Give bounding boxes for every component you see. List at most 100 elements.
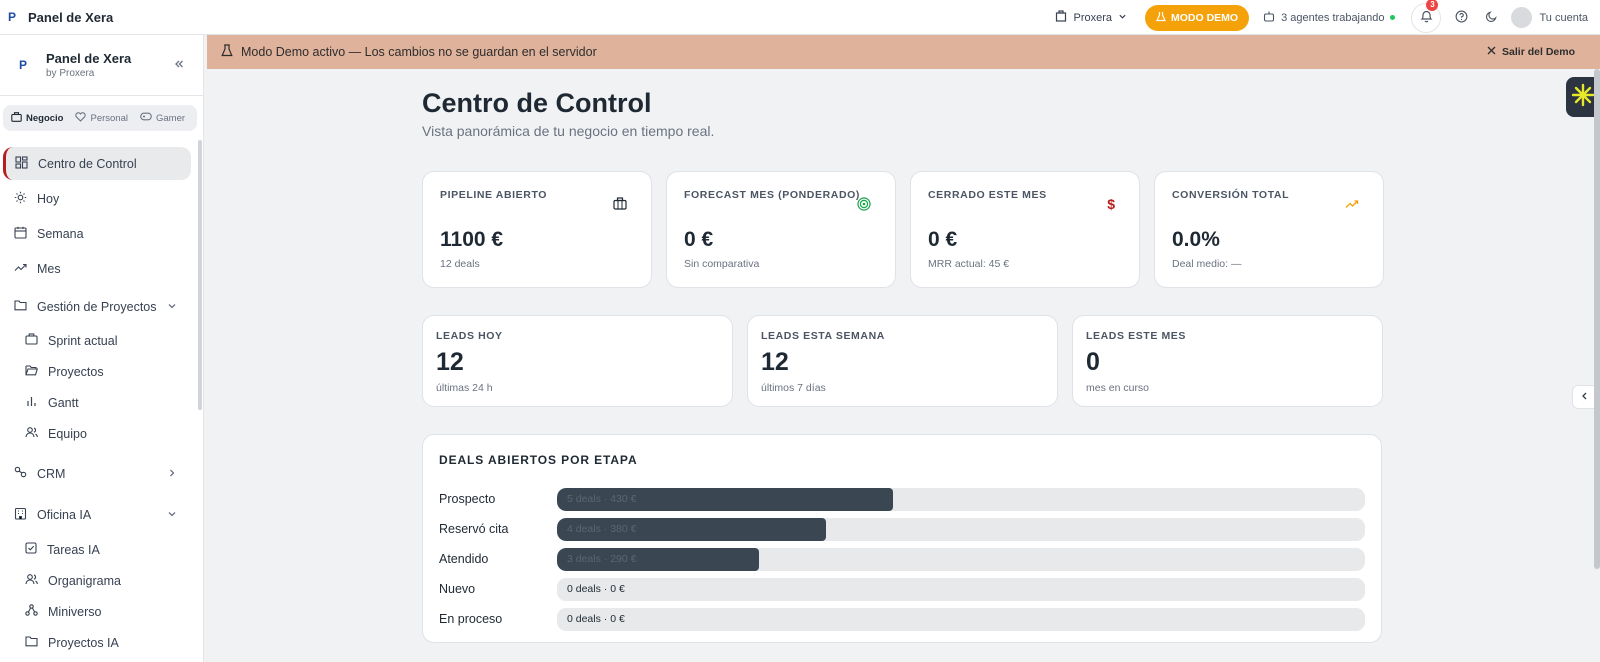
mode-tab-label: Gamer xyxy=(155,112,186,124)
top-bar: P Panel de Xera Proxera MODO DEMO 3 agen… xyxy=(0,0,1600,35)
exit-demo-button[interactable]: Salir del Demo xyxy=(1487,46,1575,58)
theme-toggle[interactable] xyxy=(1481,8,1501,28)
app-brand[interactable]: P Panel de Xera xyxy=(0,10,113,25)
sidebar-item-label: Proyectos xyxy=(48,364,104,379)
sidebar-item-label: Oficina IA xyxy=(37,507,92,522)
chevron-right-icon xyxy=(167,467,177,481)
sidebar-item-proyectos[interactable]: Proyectos xyxy=(0,356,203,387)
deals-panel-title: DEALS ABIERTOS POR ETAPA xyxy=(439,453,638,467)
sidebar-item-miniverso[interactable]: Miniverso xyxy=(0,596,203,627)
kpi-card-conversion: CONVERSIÓN TOTAL 0.0% Deal medio: — xyxy=(1154,171,1384,288)
sidebar-item-mes[interactable]: Mes xyxy=(0,252,203,285)
sidebar-item-proyectos-ia[interactable]: Proyectos IA xyxy=(0,627,203,658)
help-icon xyxy=(1455,10,1468,26)
folder-icon xyxy=(25,635,38,650)
moon-icon xyxy=(1485,10,1498,26)
sidebar-item-label: Tareas IA xyxy=(47,542,100,557)
chevron-left-icon xyxy=(1580,388,1589,406)
sidebar-item-label: Mes xyxy=(37,261,61,276)
sidebar-item-gantt[interactable]: Gantt xyxy=(0,387,203,418)
stage-bar-label: 0 deals · 0 € xyxy=(567,612,625,625)
mode-tab-gamer[interactable]: Gamer xyxy=(135,108,190,128)
lead-value: 0 xyxy=(1086,348,1100,376)
demo-mode-label: MODO DEMO xyxy=(1171,11,1239,24)
stage-bar-label: 0 deals · 0 € xyxy=(567,582,625,595)
sun-icon xyxy=(14,191,27,207)
flask-icon xyxy=(1156,11,1166,25)
lead-value: 12 xyxy=(436,348,464,376)
briefcase-icon xyxy=(25,333,38,348)
lead-cards: LEADS HOY 12 últimas 24 h LEADS ESTA SEM… xyxy=(422,315,1383,407)
sidebar-group-oficina-ia[interactable]: Oficina IA xyxy=(0,498,203,531)
sidebar-item-centro-de-control[interactable]: Centro de Control xyxy=(3,147,191,180)
org-selector[interactable]: Proxera xyxy=(1055,10,1127,25)
notifications-button[interactable]: 3 xyxy=(1411,0,1442,33)
sidebar-item-equipo[interactable]: Equipo xyxy=(0,418,203,449)
app-logo-icon: P xyxy=(8,10,17,24)
deals-by-stage-panel: DEALS ABIERTOS POR ETAPA Prospecto 5 dea… xyxy=(422,434,1382,643)
users-icon xyxy=(25,426,38,441)
building-icon xyxy=(14,507,27,523)
stage-bar-label: 3 deals · 290 € xyxy=(567,552,637,565)
trending-up-icon xyxy=(14,261,27,277)
stage-bar: 0 deals · 0 € xyxy=(557,607,1365,631)
kpi-label: CERRADO ESTE MES xyxy=(928,189,1047,201)
kpi-value: 1100 € xyxy=(440,228,504,251)
stage-bar: 5 deals · 430 € xyxy=(557,487,1365,511)
checkbox-icon xyxy=(25,542,37,557)
stage-list: Prospecto 5 deals · 430 € Reservó cita 4… xyxy=(439,484,1365,634)
sidebar-group-crm[interactable]: CRM xyxy=(0,457,203,490)
stage-row: Reservó cita 4 deals · 380 € xyxy=(439,514,1365,544)
kpi-card-cerrado: CERRADO ESTE MES $ 0 € MRR actual: 45 € xyxy=(910,171,1140,288)
main-content: Centro de Control Vista panorámica de tu… xyxy=(422,69,1384,643)
mode-tab-personal[interactable]: Personal xyxy=(70,108,133,129)
stage-row: En proceso 0 deals · 0 € xyxy=(439,604,1365,634)
kpi-sub: MRR actual: 45 € xyxy=(928,258,1010,270)
sidebar-item-label: Sprint actual xyxy=(48,333,118,348)
sidebar-title: Panel de Xera xyxy=(46,51,132,66)
demo-mode-button[interactable]: MODO DEMO xyxy=(1145,4,1250,31)
chevron-down-icon xyxy=(167,508,177,522)
agents-status-text: 3 agentes trabajando xyxy=(1281,11,1385,24)
account-label: Tu cuenta xyxy=(1539,11,1588,24)
help-button[interactable] xyxy=(1451,8,1471,28)
sidebar-item-label: Hoy xyxy=(37,191,60,206)
kpi-value: 0 € xyxy=(928,228,958,251)
sidebar-item-hoy[interactable]: Hoy xyxy=(0,182,203,215)
close-icon xyxy=(1487,46,1496,58)
lead-sub: últimos 7 días xyxy=(761,382,826,394)
sidebar-nav: Centro de Control Hoy Semana Mes Gestión… xyxy=(0,147,203,658)
mode-tab-negocio[interactable]: Negocio xyxy=(6,108,68,129)
kpi-sub: Sin comparativa xyxy=(684,258,760,270)
sidebar-item-tareas-ia[interactable]: Tareas IA xyxy=(0,534,203,565)
exit-demo-label: Salir del Demo xyxy=(1502,46,1575,58)
main-scrollbar[interactable] xyxy=(1594,69,1600,569)
kpi-label: FORECAST MES (PONDERADO) xyxy=(684,189,860,201)
kpi-sub: 12 deals xyxy=(440,258,480,270)
dollar-icon: $ xyxy=(1107,196,1115,212)
lead-card-hoy: LEADS HOY 12 últimas 24 h xyxy=(422,315,733,407)
lead-label: LEADS ESTE MES xyxy=(1086,330,1186,342)
lead-value: 12 xyxy=(761,348,789,376)
sidebar-scrollbar[interactable] xyxy=(198,140,202,410)
account-menu[interactable]: Tu cuenta xyxy=(1511,7,1588,28)
stage-name: Prospecto xyxy=(439,492,496,506)
sidebar-item-label: Centro de Control xyxy=(38,156,137,171)
sidebar-item-sprint-actual[interactable]: Sprint actual xyxy=(0,325,203,356)
bell-icon xyxy=(1420,9,1433,26)
chevron-down-icon xyxy=(167,300,177,314)
sidebar-item-label: Miniverso xyxy=(48,604,102,619)
sidebar-group-gestion-de-proyectos[interactable]: Gestión de Proyectos xyxy=(0,290,203,323)
sidebar-item-organigrama[interactable]: Organigrama xyxy=(0,565,203,596)
sidebar-item-semana[interactable]: Semana xyxy=(0,217,203,250)
chevron-down-icon xyxy=(1118,12,1127,24)
expand-panel-button[interactable] xyxy=(1572,385,1596,409)
collapse-sidebar-icon[interactable] xyxy=(173,57,185,75)
calendar-icon xyxy=(14,226,27,242)
handshake-icon xyxy=(14,466,27,481)
sidebar-item-label: Semana xyxy=(37,226,84,241)
agents-status[interactable]: 3 agentes trabajando xyxy=(1263,11,1396,25)
lead-card-semana: LEADS ESTA SEMANA 12 últimos 7 días xyxy=(747,315,1058,407)
mode-tab-label: Negocio xyxy=(26,112,64,124)
kpi-card-pipeline: PIPELINE ABIERTO 1100 € 12 deals xyxy=(422,171,652,288)
